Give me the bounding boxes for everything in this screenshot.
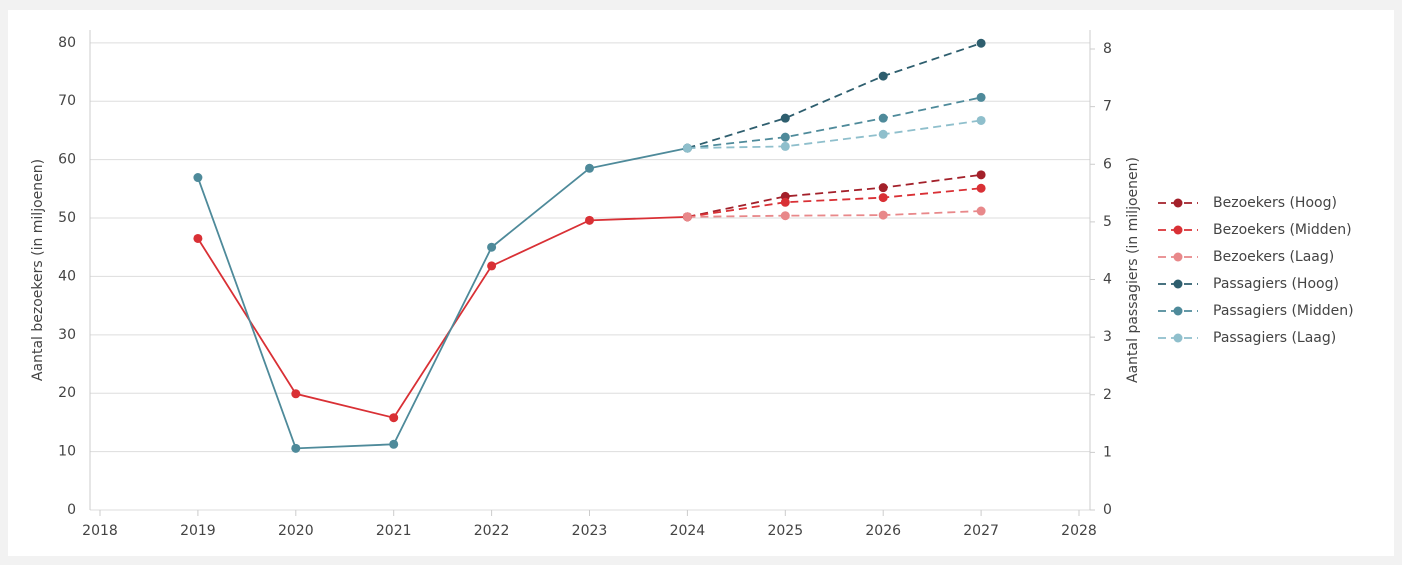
legend-label: Bezoekers (Midden) (1213, 222, 1352, 238)
series-line (687, 96, 982, 150)
data-point (878, 193, 888, 203)
x-tick-label: 2020 (278, 523, 314, 539)
x-tick-label: 2021 (376, 523, 412, 539)
legend-marker (1173, 252, 1183, 262)
x-tick-label: 2019 (180, 523, 216, 539)
data-point (389, 413, 399, 423)
legend-marker (1173, 279, 1183, 289)
data-point (193, 173, 203, 183)
series-line (687, 119, 982, 150)
data-point (976, 206, 986, 216)
y2-tick-label: 0 (1103, 502, 1112, 518)
x-tick-label: 2028 (1061, 523, 1097, 539)
data-point (878, 210, 888, 220)
y-tick-label: 60 (58, 152, 76, 168)
x-tick-label: 2026 (865, 523, 901, 539)
data-point (585, 163, 594, 173)
y2-tick-label: 1 (1103, 444, 1112, 460)
data-point (780, 132, 790, 142)
data-point (487, 242, 497, 252)
legend-label: Bezoekers (Laag) (1213, 249, 1334, 265)
x-tick-label: 2023 (572, 523, 608, 539)
data-point (976, 115, 986, 125)
y-axis-label: Aantal bezoekers (in miljoenen) (30, 159, 46, 381)
legend-marker (1173, 225, 1183, 235)
data-point (976, 38, 986, 48)
series-line (687, 173, 982, 218)
data-point (878, 71, 888, 81)
data-point (878, 129, 888, 139)
x-tick-label: 2027 (963, 523, 999, 539)
series-line (687, 210, 982, 218)
data-point (585, 215, 594, 225)
data-point (487, 261, 497, 271)
legend-label: Bezoekers (Hoog) (1213, 195, 1337, 211)
y-tick-label: 70 (58, 93, 76, 109)
data-point (878, 183, 888, 193)
y-tick-label: 40 (58, 268, 76, 284)
series-line (197, 147, 688, 450)
data-point (780, 141, 790, 151)
y2-tick-label: 3 (1103, 329, 1112, 345)
data-point (193, 233, 203, 243)
y2-tick-label: 5 (1103, 214, 1112, 230)
data-point (682, 212, 692, 222)
data-point (682, 143, 692, 153)
data-point (976, 170, 986, 180)
legend-marker (1173, 198, 1183, 208)
y2-tick-label: 8 (1103, 41, 1112, 57)
y-tick-label: 50 (58, 210, 76, 226)
y2-axis-label: Aantal passagiers (in miljoenen) (1125, 157, 1141, 383)
y-tick-label: 10 (58, 444, 76, 460)
legend-label: Passagiers (Hoog) (1213, 276, 1339, 292)
data-point (878, 113, 888, 123)
y-tick-label: 20 (58, 385, 76, 401)
data-point (780, 211, 790, 221)
x-tick-label: 2018 (82, 523, 118, 539)
legend-marker (1173, 333, 1183, 343)
y-tick-label: 30 (58, 327, 76, 343)
x-tick-label: 2025 (767, 523, 803, 539)
y2-tick-label: 4 (1103, 272, 1112, 288)
y-tick-label: 0 (67, 502, 76, 518)
data-point (389, 439, 399, 449)
chart-background (8, 10, 1394, 556)
y2-tick-label: 7 (1103, 99, 1112, 115)
series-line (687, 42, 982, 149)
legend-label: Passagiers (Laag) (1213, 330, 1336, 346)
data-point (780, 113, 790, 123)
data-point (291, 389, 301, 399)
legend-label: Passagiers (Midden) (1213, 303, 1354, 319)
series-line (687, 187, 982, 218)
series-line (197, 215, 688, 419)
y2-tick-label: 6 (1103, 156, 1112, 172)
data-point (976, 92, 986, 102)
data-point (976, 183, 986, 193)
legend-marker (1173, 306, 1183, 316)
data-point (780, 197, 790, 207)
x-tick-label: 2024 (670, 523, 706, 539)
y2-tick-label: 2 (1103, 387, 1112, 403)
x-tick-label: 2022 (474, 523, 510, 539)
data-point (291, 443, 301, 453)
y-tick-label: 80 (58, 35, 76, 51)
